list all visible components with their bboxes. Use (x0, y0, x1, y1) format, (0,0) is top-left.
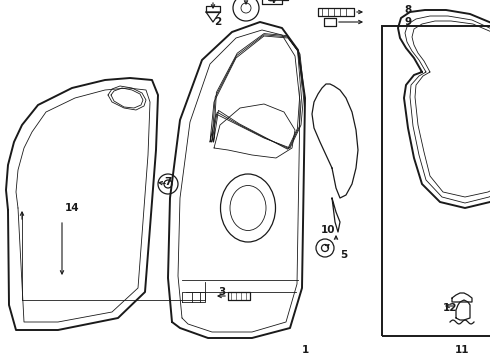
Text: 14: 14 (65, 203, 79, 213)
Text: 9: 9 (404, 17, 412, 27)
Circle shape (321, 244, 328, 252)
Text: 10: 10 (321, 225, 335, 235)
Text: 7: 7 (164, 177, 171, 187)
Text: 4: 4 (269, 0, 276, 5)
Bar (382, 26, 490, 336)
Text: 11: 11 (455, 345, 469, 355)
Text: 1: 1 (301, 345, 309, 355)
Circle shape (164, 180, 172, 188)
Text: 3: 3 (219, 287, 225, 297)
Text: 8: 8 (404, 5, 412, 15)
Text: 5: 5 (341, 250, 347, 260)
Text: 2: 2 (215, 17, 221, 27)
Text: 12: 12 (443, 303, 457, 313)
